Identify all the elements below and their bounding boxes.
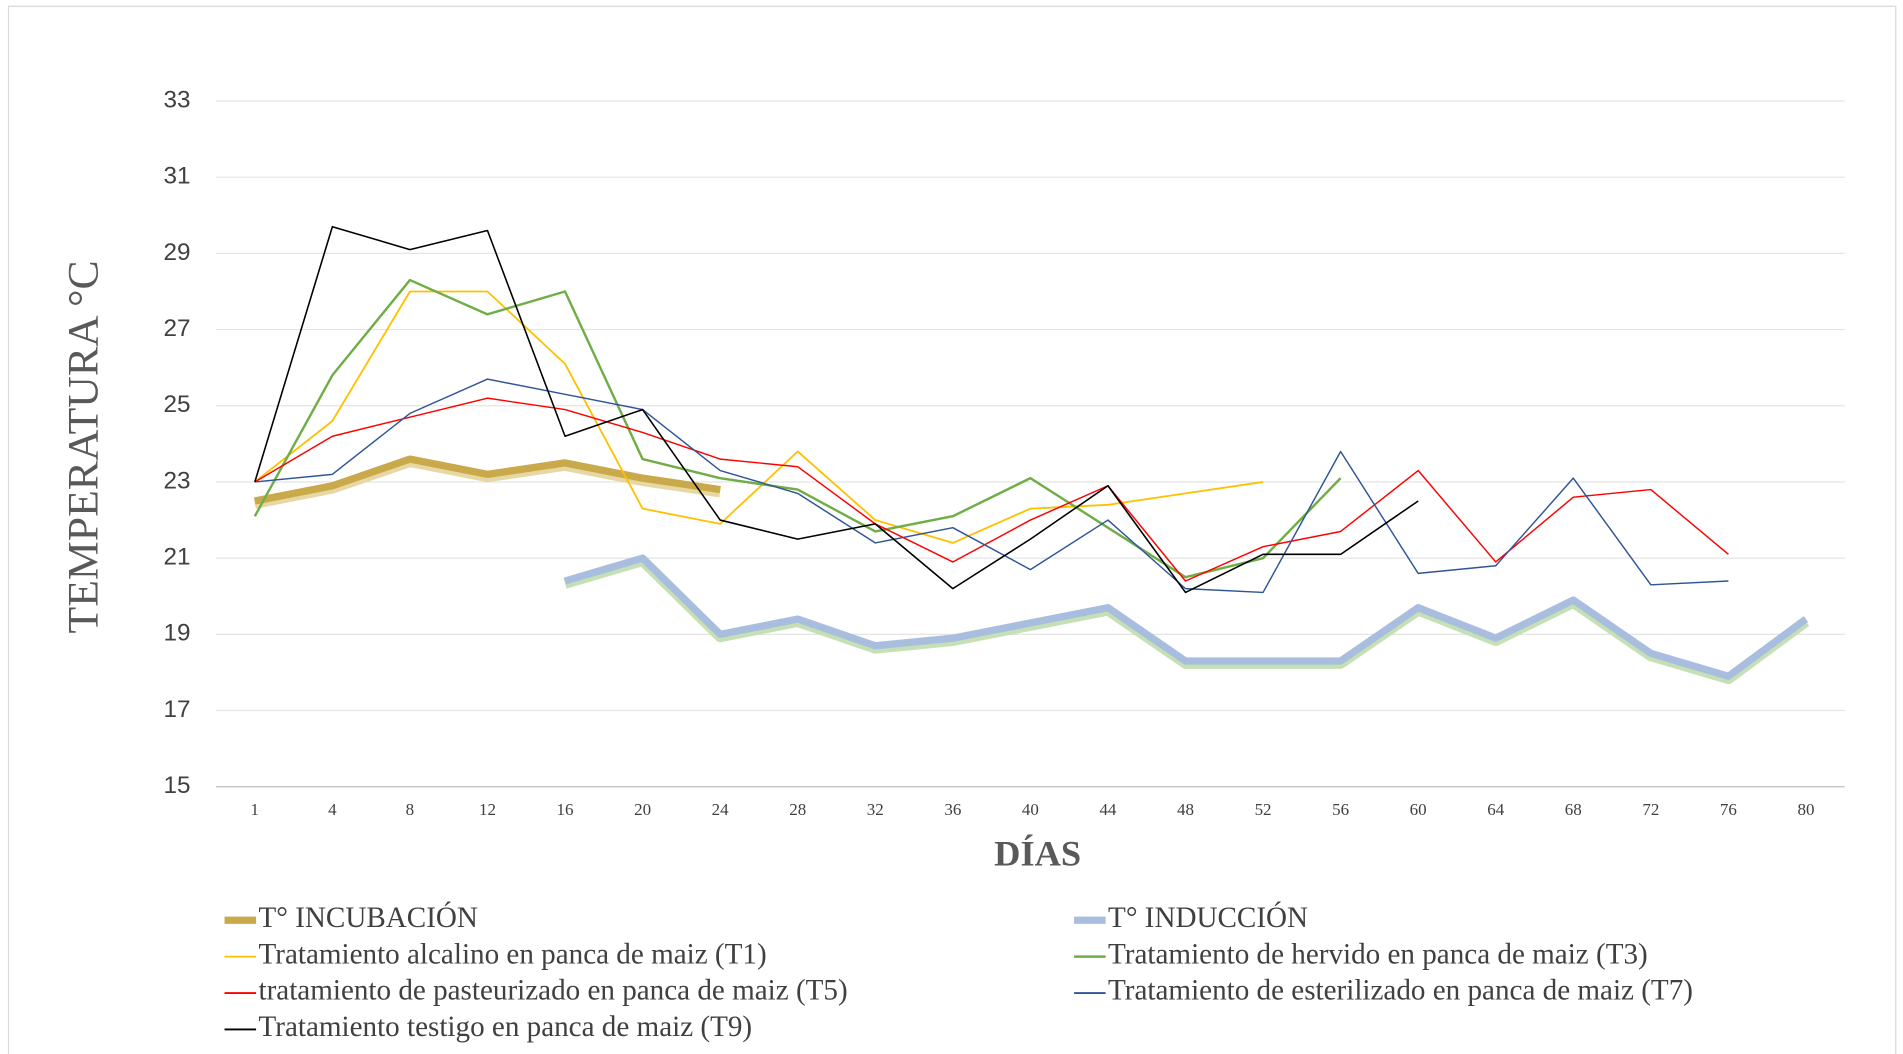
y-tick-label: 15 [164, 772, 191, 799]
x-tick-label: 72 [1642, 800, 1659, 819]
y-tick-label: 31 [164, 163, 191, 190]
x-tick-label: 28 [789, 800, 806, 819]
x-tick-label: 1 [251, 800, 260, 819]
y-tick-label: 19 [164, 620, 191, 647]
legend-label: Tratamiento testigo en panca de maiz (T9… [259, 1011, 753, 1043]
legend-label: Tratamiento alcalino en panca de maiz (T… [259, 938, 767, 970]
x-tick-label: 24 [712, 800, 729, 819]
x-axis-label: DÍAS [994, 833, 1081, 873]
chart-border [7, 5, 1897, 1054]
series-line [254, 225, 1419, 594]
y-tick-label: 21 [164, 544, 191, 571]
y-tick-label: 23 [164, 467, 191, 494]
legend-label: Tratamiento de hervido en panca de maiz … [1108, 938, 1648, 970]
x-tick-label: 60 [1410, 800, 1427, 819]
x-tick-label: 12 [479, 800, 496, 819]
series-line [254, 290, 1264, 544]
x-tick-label: 20 [634, 800, 651, 819]
x-tick-label: 80 [1797, 800, 1814, 819]
legend-label: Tratamiento de esterilizado en panca de … [1108, 975, 1693, 1007]
y-tick-label: 29 [164, 239, 191, 266]
series-line [254, 455, 721, 505]
y-tick-label: 33 [164, 86, 191, 113]
x-tick-label: 52 [1255, 800, 1272, 819]
y-tick-label: 17 [164, 696, 191, 723]
x-tick-label: 16 [557, 800, 574, 819]
legend-label: T° INCUBACIÓN [259, 901, 478, 934]
x-tick-label: 76 [1720, 800, 1737, 819]
y-tick-label: 25 [164, 391, 191, 418]
series-line [254, 378, 1729, 594]
x-tick-label: 64 [1487, 800, 1504, 819]
x-tick-label: 56 [1332, 800, 1349, 819]
series-line [564, 554, 1809, 680]
x-tick-label: 32 [867, 800, 884, 819]
x-tick-label: 40 [1022, 800, 1039, 819]
x-tick-label: 48 [1177, 800, 1194, 819]
series-line [253, 278, 1342, 579]
x-tick-label: 68 [1565, 800, 1582, 819]
x-tick-label: 8 [406, 800, 415, 819]
x-tick-label: 4 [328, 800, 337, 819]
series-line [254, 397, 1729, 582]
y-tick-label: 27 [164, 315, 191, 342]
y-axis-label: TEMPERATURA °C [59, 260, 107, 633]
x-tick-label: 36 [944, 800, 961, 819]
legend-label: T° INDUCCIÓN [1108, 901, 1308, 934]
legend-label: tratamiento de pasteurizado en panca de … [259, 975, 848, 1007]
x-tick-label: 44 [1099, 800, 1116, 819]
